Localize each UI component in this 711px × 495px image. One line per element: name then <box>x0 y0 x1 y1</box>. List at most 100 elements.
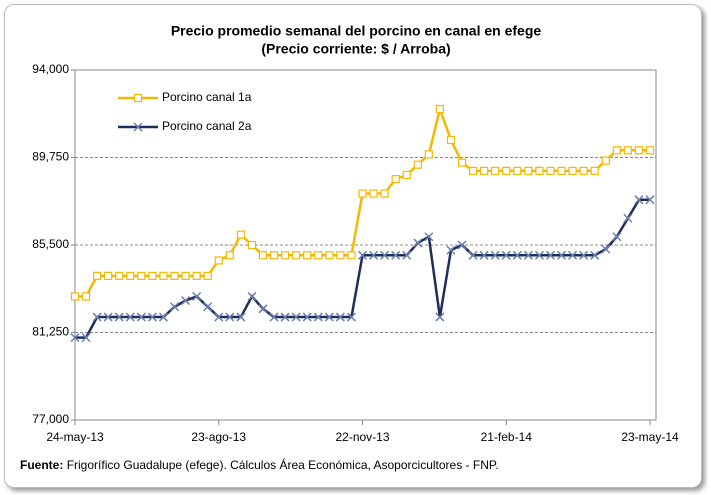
marker <box>402 170 411 180</box>
marker <box>612 232 622 242</box>
legend-label: Porcino canal 1a <box>162 90 252 104</box>
marker <box>291 312 301 322</box>
marker <box>380 250 390 260</box>
chart-subtitle: (Precio corriente: $ / Arroba) <box>261 41 450 57</box>
marker <box>81 333 91 343</box>
marker <box>258 251 268 260</box>
marker <box>479 250 489 260</box>
marker <box>346 312 356 322</box>
marker <box>81 292 91 301</box>
marker <box>70 292 80 301</box>
marker <box>181 296 191 306</box>
marker <box>324 312 334 322</box>
marker <box>280 312 290 322</box>
marker <box>468 166 478 175</box>
marker <box>357 250 368 260</box>
marker <box>269 312 279 322</box>
marker <box>568 250 578 260</box>
y-tick-label: 77,000 <box>32 412 69 426</box>
marker <box>513 166 522 175</box>
marker <box>236 312 246 322</box>
marker <box>490 250 500 260</box>
marker <box>136 312 146 322</box>
marker <box>115 271 124 280</box>
legend-label: Porcino canal 2a <box>162 119 252 133</box>
marker <box>557 166 566 175</box>
marker <box>347 251 356 260</box>
y-tick-label: 85,500 <box>32 237 69 251</box>
marker <box>590 166 599 175</box>
marker <box>524 166 533 175</box>
marker <box>435 312 445 322</box>
y-tick-label: 94,000 <box>32 62 69 76</box>
marker <box>645 195 655 205</box>
marker <box>501 250 511 260</box>
marker <box>159 271 168 280</box>
marker <box>446 135 456 145</box>
marker <box>303 251 312 260</box>
marker <box>435 105 445 114</box>
marker <box>623 146 632 155</box>
marker <box>601 156 610 165</box>
marker <box>147 312 157 322</box>
marker <box>133 93 143 103</box>
marker <box>634 195 644 205</box>
marker <box>280 251 290 260</box>
marker <box>336 251 345 260</box>
marker <box>546 166 555 175</box>
marker <box>325 251 334 260</box>
y-tick-label: 81,250 <box>32 325 69 339</box>
marker <box>480 166 489 175</box>
marker <box>313 312 323 322</box>
marker <box>225 312 235 322</box>
y-tick-label: 89,750 <box>32 150 69 164</box>
marker <box>468 250 478 260</box>
marker <box>192 291 202 302</box>
marker <box>557 250 567 260</box>
marker <box>170 271 179 280</box>
marker <box>568 166 577 175</box>
x-tick-label: 22-nov-13 <box>335 430 389 444</box>
x-tick-label: 21-feb-14 <box>481 430 533 444</box>
marker <box>114 312 124 322</box>
marker <box>214 312 224 322</box>
marker <box>181 271 190 280</box>
chart-title: Precio promedio semanal del porcino en c… <box>171 23 542 39</box>
marker <box>402 250 412 260</box>
marker <box>369 189 378 198</box>
marker <box>502 166 511 175</box>
marker <box>158 312 168 322</box>
marker <box>491 166 500 175</box>
marker <box>457 158 467 167</box>
marker <box>413 238 423 248</box>
marker <box>103 312 113 322</box>
marker <box>512 250 522 260</box>
marker <box>203 302 213 312</box>
marker <box>391 250 401 260</box>
marker <box>125 312 135 322</box>
marker <box>302 312 312 322</box>
marker <box>579 250 589 260</box>
marker <box>214 256 223 265</box>
marker <box>424 150 433 159</box>
marker <box>579 166 588 175</box>
marker <box>133 122 143 132</box>
marker <box>523 250 533 260</box>
marker <box>92 312 102 322</box>
x-tick-label: 23-ago-13 <box>191 430 246 444</box>
marker <box>93 271 102 280</box>
marker <box>335 312 345 322</box>
marker <box>391 175 400 184</box>
marker <box>203 271 212 280</box>
marker <box>590 250 600 260</box>
marker <box>247 291 257 302</box>
x-tick-label: 24-may-13 <box>46 430 104 444</box>
marker <box>645 146 655 155</box>
marker <box>70 333 80 343</box>
marker <box>192 271 201 280</box>
marker <box>358 189 367 198</box>
marker <box>380 189 389 198</box>
marker <box>247 240 257 250</box>
marker <box>104 271 113 280</box>
